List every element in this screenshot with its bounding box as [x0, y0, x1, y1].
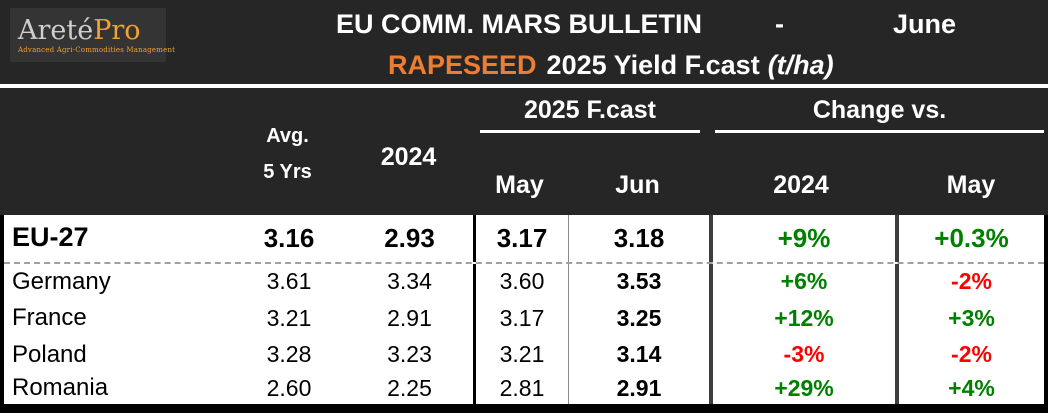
title-separator-line	[0, 84, 1048, 88]
cell-fcast-may: 3.17	[473, 215, 568, 262]
cell-fcast-jun: 3.53	[568, 263, 709, 301]
group-header-change-vs: Change vs.	[715, 92, 1044, 133]
report-month: June	[893, 9, 957, 39]
table-row: France 3.21 2.91 3.17 3.25 +12% +3%	[4, 300, 1044, 337]
cell-fcast-may: 3.17	[473, 300, 568, 337]
cell-2024: 3.23	[387, 341, 432, 368]
column-header-may: May	[495, 171, 544, 199]
title-dash: -	[775, 9, 784, 39]
logo-name: AretéPro	[18, 14, 166, 46]
cell-change-may: +3%	[895, 300, 1044, 337]
avg-label-line2: 5 Yrs	[263, 161, 312, 183]
unit-label: (t/ha)	[767, 50, 834, 80]
cell-fcast-may: 3.60	[473, 263, 568, 301]
commodity-name: RAPESEED	[388, 50, 537, 80]
cell-change-2024: +6%	[709, 263, 895, 301]
table-row: Germany 3.61 3.34 3.60 3.53 +6% -2%	[4, 263, 1044, 301]
column-header-avg-5yrs: Avg. 5 Yrs	[230, 118, 345, 190]
cell-2024: 3.34	[387, 268, 432, 295]
title-bar: AretéPro Advanced Agri-Commodities Manag…	[0, 0, 1048, 84]
cell-avg-5yrs: 3.61	[266, 268, 312, 295]
cell-change-2024: -3%	[709, 336, 895, 374]
logo-tagline: Advanced Agri-Commodities Management	[18, 45, 176, 54]
cell-change-2024: +29%	[709, 373, 895, 404]
logo-name-part2: Pro	[93, 14, 141, 46]
bottom-border-bar	[0, 404, 1048, 413]
cell-avg-5yrs: 3.16	[263, 222, 315, 253]
cell-country: Romania	[12, 374, 109, 402]
cell-2024: 2.91	[387, 304, 432, 331]
column-header-change-2024: 2024	[773, 171, 829, 199]
cell-avg-5yrs: 3.28	[266, 341, 312, 368]
cell-country: Poland	[12, 340, 87, 368]
cell-country: EU-27	[12, 222, 89, 253]
cell-avg-5yrs: 3.21	[266, 304, 312, 331]
cell-change-2024: +12%	[709, 300, 895, 337]
group-header-2025-fcast: 2025 F.cast	[472, 92, 708, 133]
cell-fcast-jun: 3.18	[568, 215, 709, 262]
table-header: Avg. 5 Yrs 2024 2025 F.cast Change vs. M…	[0, 88, 1048, 215]
column-header-jun: Jun	[615, 171, 660, 199]
table-body: EU-27 3.16 2.93 3.17 3.18 +9% +0.3% Germany 3.61…	[0, 215, 1048, 404]
cell-fcast-jun: 3.14	[568, 336, 709, 374]
cell-country: Germany	[12, 267, 111, 295]
table-row: EU-27 3.16 2.93 3.17 3.18 +9% +0.3%	[4, 215, 1044, 264]
cell-change-may: +4%	[895, 373, 1044, 404]
report-title: EU COMM. MARS BULLETIN	[336, 9, 702, 39]
column-header-2024: 2024	[380, 143, 437, 171]
report-subtitle: RAPESEED 2025 Yield F.cast (t/ha)	[388, 47, 834, 83]
logo-name-part1: Areté	[18, 14, 94, 46]
cell-fcast-jun: 3.25	[568, 300, 709, 337]
cell-change-may: -2%	[895, 336, 1044, 374]
cell-2024: 2.93	[384, 222, 435, 253]
table-row: Romania 2.60 2.25 2.81 2.91 +29% +4%	[4, 373, 1044, 404]
cell-country: France	[12, 304, 87, 332]
cell-change-may: +0.3%	[895, 215, 1044, 262]
subtitle-text: 2025 Yield F.cast	[546, 50, 760, 80]
cell-change-may: -2%	[895, 263, 1044, 301]
cell-avg-5yrs: 2.60	[266, 375, 312, 402]
aretepro-logo: AretéPro Advanced Agri-Commodities Manag…	[10, 8, 176, 62]
avg-label-line1: Avg.	[266, 125, 309, 147]
cell-fcast-jun: 2.91	[568, 373, 709, 404]
cell-fcast-may: 2.81	[473, 373, 568, 404]
table-row: Poland 3.28 3.23 3.21 3.14 -3% -2%	[4, 336, 1044, 374]
cell-fcast-may: 3.21	[473, 336, 568, 374]
cell-change-2024: +9%	[709, 215, 895, 262]
cell-2024: 2.25	[387, 375, 432, 402]
column-header-change-may: May	[946, 171, 996, 199]
